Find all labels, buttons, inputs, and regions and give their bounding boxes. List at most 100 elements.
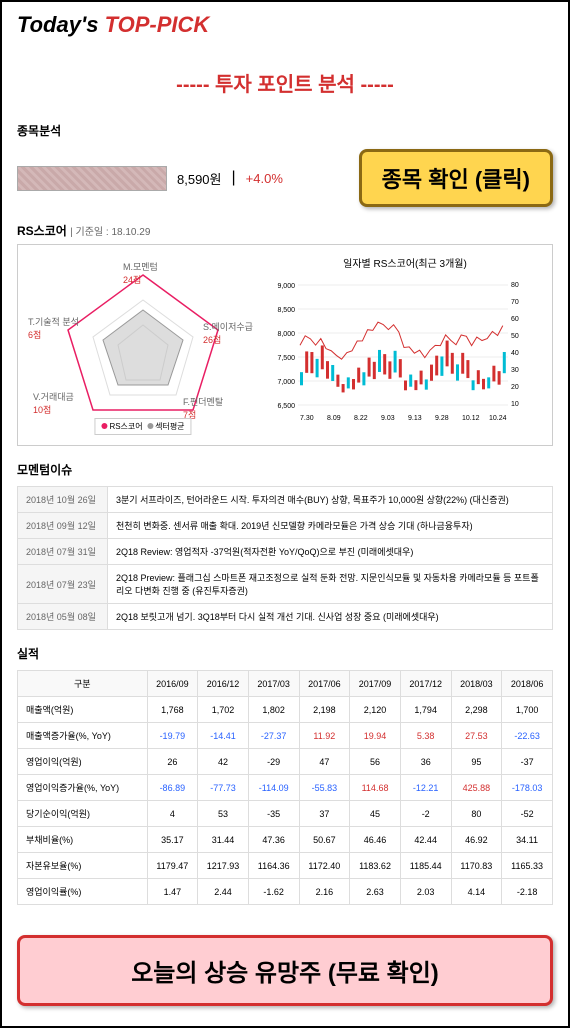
- momentum-date: 2018년 07월 31일: [18, 539, 108, 565]
- perf-cell: 2,298: [451, 697, 502, 723]
- perf-cell: 1164.36: [248, 853, 299, 879]
- radar-axis-label: S.메이저수급26점: [203, 320, 253, 346]
- svg-text:40: 40: [511, 350, 519, 357]
- perf-col-header: 2017/03: [248, 671, 299, 697]
- legend-item: RS스코어: [109, 422, 142, 431]
- perf-cell: 46.92: [451, 827, 502, 853]
- perf-cell: 1.47: [147, 879, 198, 905]
- svg-text:7,000: 7,000: [277, 379, 295, 386]
- perf-cell: 4: [147, 801, 198, 827]
- perf-cell: -2.18: [502, 879, 553, 905]
- svg-text:9.13: 9.13: [408, 415, 422, 422]
- perf-cell: -29: [248, 749, 299, 775]
- momentum-text: 2Q18 Review: 영업적자 -37억원(적자전환 YoY/QoQ)으로 …: [108, 539, 553, 565]
- radar-axis-label: V.거래대금10점: [33, 390, 74, 416]
- svg-text:20: 20: [511, 384, 519, 391]
- perf-cell: 1170.83: [451, 853, 502, 879]
- perf-cell: 5.38: [400, 723, 451, 749]
- perf-cell: 19.94: [350, 723, 401, 749]
- perf-cell: -2: [400, 801, 451, 827]
- perf-cell: -22.63: [502, 723, 553, 749]
- svg-text:10: 10: [511, 401, 519, 408]
- svg-text:9.03: 9.03: [381, 415, 395, 422]
- perf-cell: -77.73: [198, 775, 249, 801]
- perf-cell: -14.41: [198, 723, 249, 749]
- table-row: 자본유보율(%)1179.471217.931164.361172.401183…: [18, 853, 553, 879]
- perf-cell: 2,120: [350, 697, 401, 723]
- perf-cell: 1185.44: [400, 853, 451, 879]
- perf-cell: -27.37: [248, 723, 299, 749]
- perf-cell: 1172.40: [299, 853, 350, 879]
- table-row: 영업이익증가율(%, YoY)-86.89-77.73-114.09-55.83…: [18, 775, 553, 801]
- perf-row-label: 매출액(억원): [18, 697, 148, 723]
- perf-cell: -12.21: [400, 775, 451, 801]
- stock-section-label: 종목분석: [2, 117, 568, 144]
- perf-cell: 45: [350, 801, 401, 827]
- perf-col-header: 2017/06: [299, 671, 350, 697]
- svg-text:8.22: 8.22: [354, 415, 368, 422]
- perf-cell: 1179.47: [147, 853, 198, 879]
- perf-cell: 47.36: [248, 827, 299, 853]
- perf-cell: -35: [248, 801, 299, 827]
- line-svg: 9,0008,5008,0007,5007,0006,500 807060504…: [268, 275, 533, 425]
- subtitle-row: ----- 투자 포인트 분석 -----: [2, 48, 568, 117]
- svg-text:7,500: 7,500: [277, 355, 295, 362]
- momentum-text: 2Q18 Preview: 플래그십 스마트폰 재고조정으로 실적 둔화 전망.…: [108, 565, 553, 604]
- perf-col-header: 2017/09: [350, 671, 401, 697]
- stock-thumbnail: [17, 166, 167, 191]
- svg-text:6,500: 6,500: [277, 403, 295, 410]
- table-row: 매출액증가율(%, YoY)-19.79-14.41-27.3711.9219.…: [18, 723, 553, 749]
- divider: |: [232, 169, 236, 187]
- perf-cell: 1,702: [198, 697, 249, 723]
- perf-cell: 27.53: [451, 723, 502, 749]
- perf-cell: 31.44: [198, 827, 249, 853]
- perf-cell: 42: [198, 749, 249, 775]
- perf-col-header: 구분: [18, 671, 148, 697]
- rs-header: RS스코어 | 기준일 : 18.10.29: [2, 212, 568, 244]
- perf-cell: 1217.93: [198, 853, 249, 879]
- header-title: Today's TOP-PICK: [17, 12, 209, 37]
- perf-cell: 26: [147, 749, 198, 775]
- radar-axis-label: T.기술적 분석6점: [28, 315, 79, 341]
- momentum-table: 2018년 10월 26일3분기 서프라이즈, 턴어라운드 시작. 투자의견 매…: [17, 486, 553, 630]
- perf-row-label: 매출액증가율(%, YoY): [18, 723, 148, 749]
- perf-cell: 47: [299, 749, 350, 775]
- legend-item: 섹터평균: [155, 422, 184, 431]
- perf-cell: 1,768: [147, 697, 198, 723]
- subtitle: ----- 투자 포인트 분석 -----: [176, 74, 394, 96]
- perf-cell: -37: [502, 749, 553, 775]
- bottom-promo-button[interactable]: 오늘의 상승 유망주 (무료 확인): [17, 935, 553, 1006]
- perf-cell: 80: [451, 801, 502, 827]
- svg-text:70: 70: [511, 299, 519, 306]
- momentum-date: 2018년 07월 23일: [18, 565, 108, 604]
- chart-container: M.모멘텀24점S.메이저수급26점F.펀더멘탈7점V.거래대금10점T.기술적…: [17, 244, 553, 446]
- perf-cell: 56: [350, 749, 401, 775]
- svg-text:9,000: 9,000: [277, 283, 295, 290]
- perf-cell: 1183.62: [350, 853, 401, 879]
- perf-cell: 50.67: [299, 827, 350, 853]
- perf-cell: -114.09: [248, 775, 299, 801]
- svg-text:50: 50: [511, 333, 519, 340]
- perf-col-header: 2016/09: [147, 671, 198, 697]
- table-row: 당기순이익(억원)453-353745-280-52: [18, 801, 553, 827]
- perf-cell: 1,794: [400, 697, 451, 723]
- header-prefix: Today's: [17, 12, 105, 37]
- perf-col-header: 2018/03: [451, 671, 502, 697]
- perf-table: 구분2016/092016/122017/032017/062017/09201…: [17, 670, 553, 905]
- momentum-date: 2018년 09월 12일: [18, 513, 108, 539]
- momentum-text: 3분기 서프라이즈, 턴어라운드 시작. 투자의견 매수(BUY) 상향, 목표…: [108, 487, 553, 513]
- table-row: 2018년 07월 23일2Q18 Preview: 플래그십 스마트폰 재고조…: [18, 565, 553, 604]
- perf-row-label: 영업이익증가율(%, YoY): [18, 775, 148, 801]
- momentum-title: 모멘텀이슈: [2, 446, 568, 486]
- perf-cell: -52: [502, 801, 553, 827]
- svg-text:8,500: 8,500: [277, 307, 295, 314]
- header-main: TOP-PICK: [105, 12, 210, 37]
- table-row: 2018년 07월 31일2Q18 Review: 영업적자 -37억원(적자전…: [18, 539, 553, 565]
- stock-confirm-button[interactable]: 종목 확인 (클릭): [359, 149, 553, 207]
- perf-cell: -86.89: [147, 775, 198, 801]
- perf-cell: 37: [299, 801, 350, 827]
- table-row: 2018년 09월 12일천천히 변화중. 센서류 매출 확대. 2019년 신…: [18, 513, 553, 539]
- table-row: 2018년 05월 08일2Q18 보릿고개 넘기. 3Q18부터 다시 실적 …: [18, 604, 553, 630]
- perf-col-header: 2018/06: [502, 671, 553, 697]
- svg-text:9.28: 9.28: [435, 415, 449, 422]
